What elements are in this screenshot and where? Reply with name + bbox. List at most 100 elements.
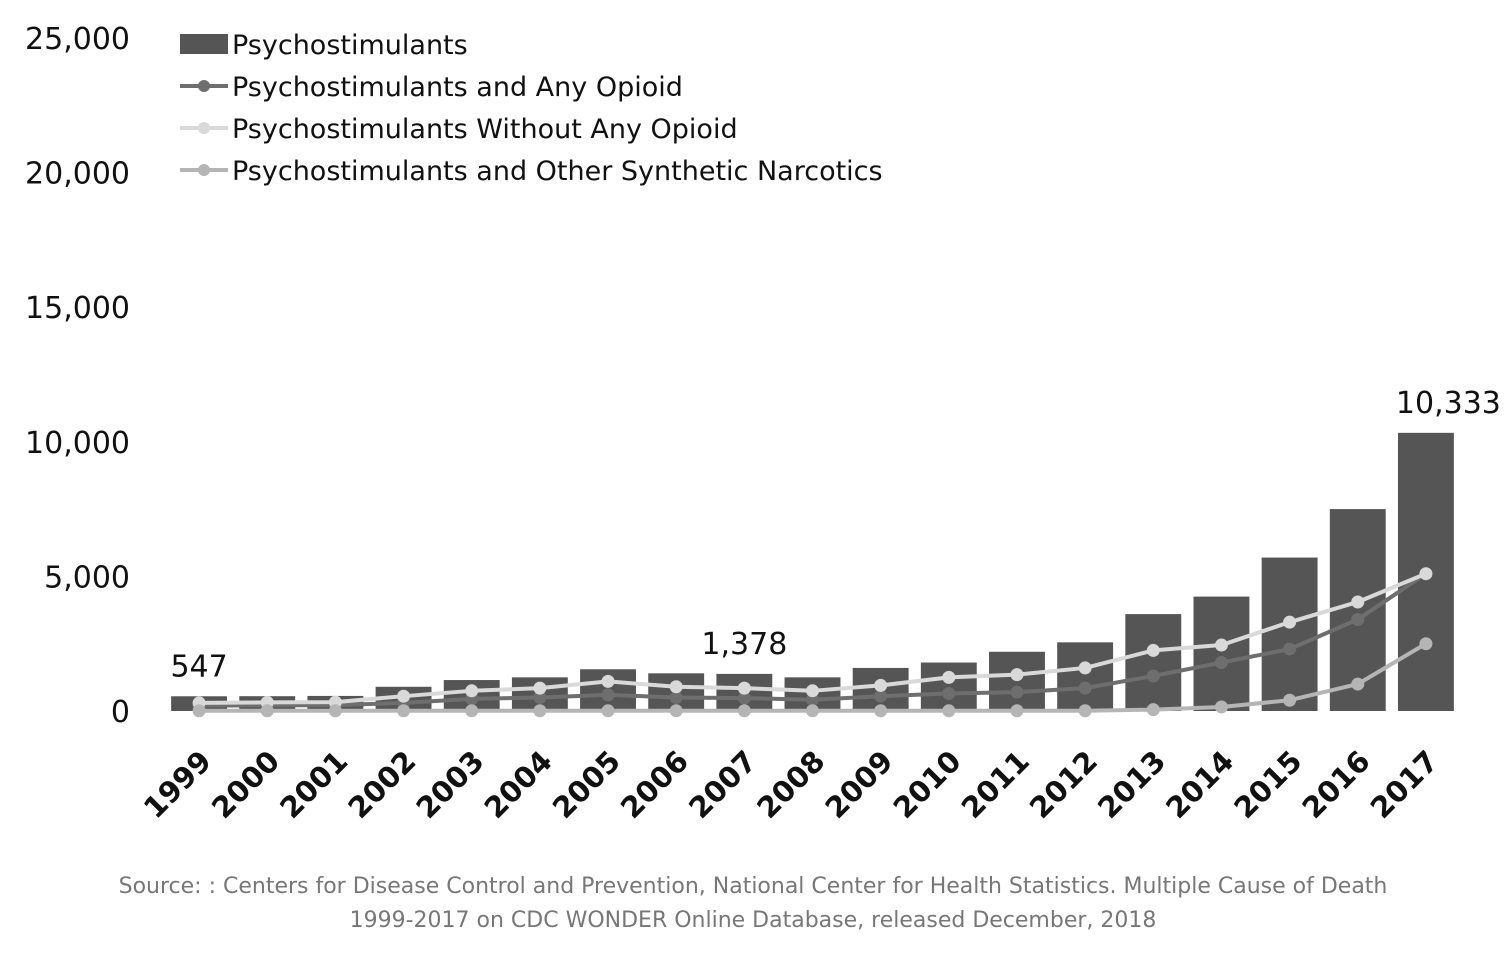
data-point bbox=[1419, 567, 1433, 581]
x-tick-label: 2007 bbox=[682, 744, 763, 825]
y-tick-label: 20,000 bbox=[25, 157, 130, 192]
bar bbox=[1193, 596, 1250, 711]
data-point bbox=[806, 684, 819, 698]
y-tick-label: 5,000 bbox=[44, 560, 130, 595]
data-point bbox=[533, 681, 547, 695]
data-point bbox=[601, 674, 615, 688]
legend-marker bbox=[198, 164, 210, 176]
data-point bbox=[397, 704, 411, 718]
x-tick-label: 2004 bbox=[478, 744, 559, 825]
legend: Psychostimulants Psychostimulants and Any… bbox=[180, 30, 883, 187]
data-point bbox=[806, 704, 819, 718]
x-tick-label: 2009 bbox=[818, 744, 899, 825]
x-tick-label: 2011 bbox=[955, 744, 1036, 825]
x-tick-label: 2001 bbox=[273, 744, 354, 825]
data-point bbox=[1146, 669, 1160, 683]
data-point bbox=[874, 704, 888, 718]
x-tick-label: 2003 bbox=[410, 744, 491, 825]
data-point bbox=[1078, 681, 1092, 695]
y-axis: 0 5,000 10,000 15,000 20,000 25,000 bbox=[25, 22, 130, 730]
data-label: 10,333 bbox=[1396, 386, 1501, 421]
data-point bbox=[737, 704, 751, 718]
data-point bbox=[1351, 677, 1365, 691]
data-point bbox=[192, 704, 206, 718]
data-point bbox=[1351, 595, 1365, 609]
data-point bbox=[1214, 656, 1228, 670]
bar bbox=[1057, 642, 1114, 711]
data-point bbox=[260, 704, 274, 718]
data-label: 1,378 bbox=[701, 627, 787, 662]
data-point bbox=[669, 704, 683, 718]
data-point bbox=[1078, 704, 1092, 718]
data-point bbox=[1214, 700, 1228, 714]
legend-label: Psychostimulants Without Any Opioid bbox=[232, 114, 738, 145]
x-tick-label: 2012 bbox=[1023, 744, 1104, 825]
y-tick-label: 15,000 bbox=[25, 291, 130, 326]
x-tick-label: 2014 bbox=[1159, 744, 1240, 825]
source-line-1: Source: : Centers for Disease Control an… bbox=[118, 874, 1388, 899]
data-point bbox=[601, 688, 615, 702]
data-point bbox=[942, 670, 956, 684]
data-point bbox=[465, 704, 479, 718]
x-tick-label: 2013 bbox=[1091, 744, 1172, 825]
legend-swatch bbox=[180, 34, 228, 54]
data-point bbox=[1146, 703, 1160, 717]
source-line-2: 1999-2017 on CDC WONDER Online Database,… bbox=[349, 908, 1157, 933]
data-point bbox=[328, 704, 342, 718]
x-tick-label: 2015 bbox=[1227, 744, 1308, 825]
legend-label: Psychostimulants and Any Opioid bbox=[232, 72, 683, 103]
data-point bbox=[1351, 612, 1365, 626]
data-point bbox=[874, 689, 888, 703]
x-tick-label: 2000 bbox=[205, 744, 286, 825]
data-labels: 547 1,378 10,333 bbox=[170, 386, 1500, 684]
bar bbox=[989, 651, 1045, 711]
bar bbox=[1261, 557, 1318, 711]
data-label: 547 bbox=[170, 649, 227, 684]
x-tick-label: 1999 bbox=[137, 744, 218, 825]
data-point bbox=[942, 704, 956, 718]
x-tick-label: 2005 bbox=[546, 744, 627, 825]
source-note: Source: : Centers for Disease Control an… bbox=[0, 870, 1506, 938]
data-point bbox=[397, 689, 411, 703]
data-point bbox=[1419, 637, 1433, 651]
data-point bbox=[806, 693, 819, 707]
data-point bbox=[737, 681, 751, 695]
legend-label: Psychostimulants and Other Synthetic Nar… bbox=[232, 156, 883, 187]
x-axis: 1999200020012002200320042005200620072008… bbox=[137, 744, 1445, 825]
legend-marker bbox=[198, 122, 210, 134]
data-point bbox=[1146, 643, 1160, 657]
data-point bbox=[669, 680, 683, 694]
x-tick-label: 2002 bbox=[341, 744, 422, 825]
bar bbox=[1125, 614, 1182, 711]
data-point bbox=[533, 691, 547, 705]
y-tick-label: 10,000 bbox=[25, 426, 130, 461]
data-point bbox=[737, 691, 751, 705]
data-point bbox=[533, 704, 547, 718]
data-point bbox=[1214, 638, 1228, 652]
y-tick-label: 25,000 bbox=[25, 22, 130, 57]
data-point bbox=[601, 704, 615, 718]
data-point bbox=[1010, 704, 1024, 718]
x-tick-label: 2010 bbox=[887, 744, 968, 825]
data-point bbox=[1283, 693, 1297, 707]
data-point bbox=[942, 687, 956, 701]
x-tick-label: 2017 bbox=[1364, 744, 1445, 825]
legend-marker bbox=[198, 80, 210, 92]
data-point bbox=[1010, 685, 1024, 699]
x-tick-label: 2016 bbox=[1296, 744, 1377, 825]
data-point bbox=[465, 684, 479, 698]
data-point bbox=[874, 678, 888, 692]
bar-series bbox=[171, 432, 1454, 711]
x-tick-label: 2006 bbox=[614, 744, 695, 825]
y-tick-label: 0 bbox=[111, 695, 130, 730]
line-series bbox=[192, 567, 1433, 718]
legend-label: Psychostimulants bbox=[232, 30, 468, 61]
data-point bbox=[1283, 642, 1297, 656]
x-tick-label: 2008 bbox=[750, 744, 831, 825]
data-point bbox=[1283, 615, 1297, 629]
data-point bbox=[1010, 668, 1024, 682]
bar bbox=[920, 662, 977, 711]
bar bbox=[1329, 509, 1386, 711]
data-point bbox=[669, 691, 683, 705]
